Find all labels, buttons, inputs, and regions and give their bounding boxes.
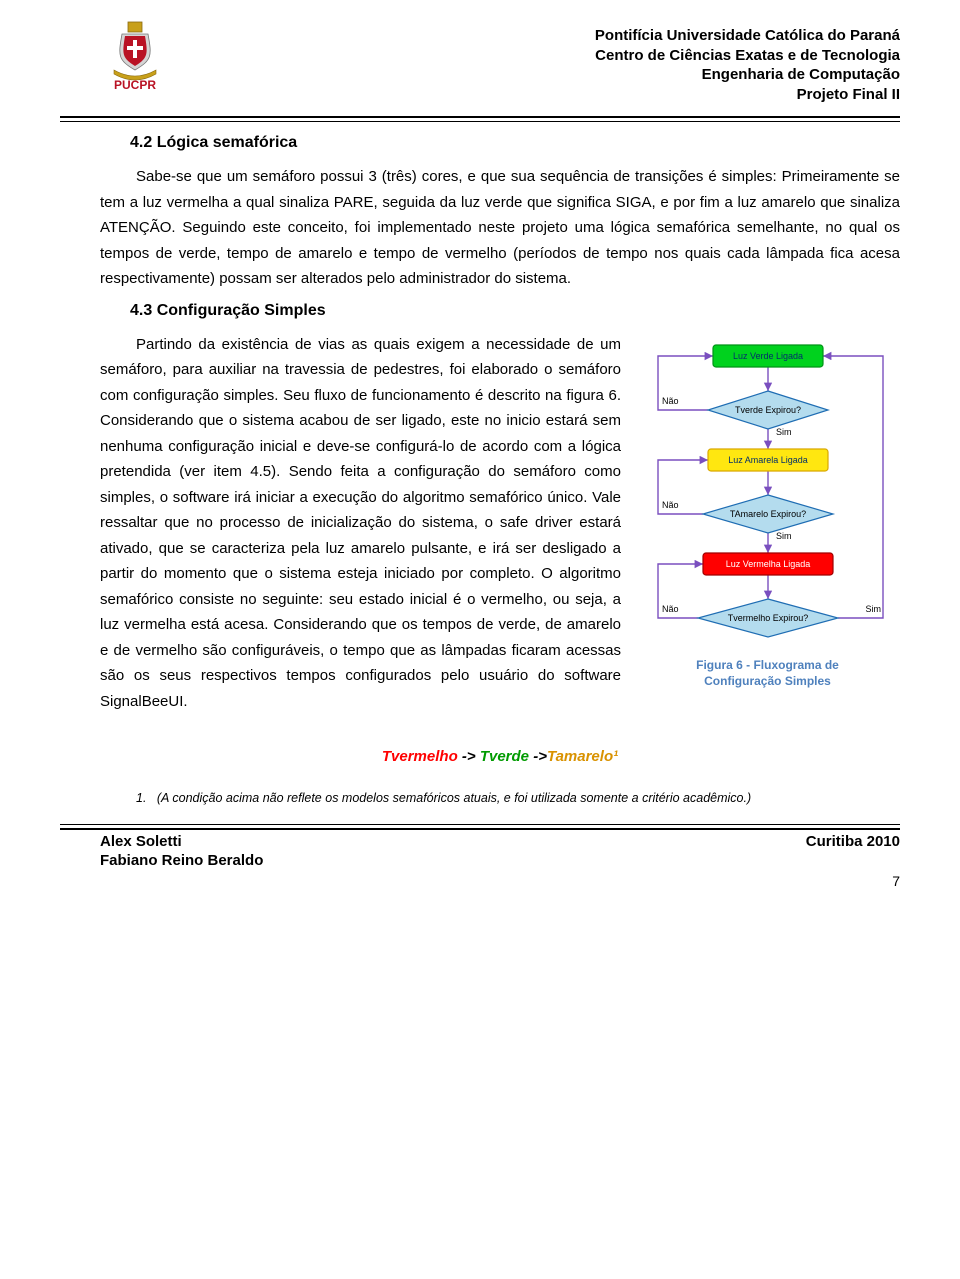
page-number: 7 — [100, 873, 900, 889]
header-project: Projeto Final II — [170, 85, 900, 105]
timing-arrow2: -> — [529, 748, 547, 765]
svg-text:Não: Não — [662, 500, 679, 510]
header-center: Centro de Ciências Exatas e de Tecnologi… — [170, 46, 900, 66]
svg-text:Sim: Sim — [865, 604, 881, 614]
svg-text:Sim: Sim — [776, 427, 792, 437]
svg-text:Sim: Sim — [776, 531, 792, 541]
header-university: Pontifícia Universidade Católica do Para… — [170, 26, 900, 46]
section-4-3-body: Sim Não Sim Não Não Sim Luz Verde Ligada Tverde… — [100, 332, 900, 725]
timing-yellow: Tamarelo¹ — [547, 748, 618, 765]
footer-author1: Alex Soletti — [100, 832, 263, 852]
caption-line2: Configuração Simples — [704, 674, 831, 688]
svg-text:Tverde Expirou?: Tverde Expirou? — [734, 405, 800, 415]
footer-place-year: Curitiba 2010 — [806, 832, 900, 852]
svg-text:PUCPR: PUCPR — [114, 78, 156, 92]
timing-red: Tvermelho — [382, 748, 458, 765]
header-rule — [60, 116, 900, 122]
footer-rule — [60, 824, 900, 830]
flowchart-figure: Sim Não Sim Não Não Sim Luz Verde Ligada Tverde… — [635, 338, 900, 690]
footnote-num: 1. — [136, 791, 146, 805]
page-header: PUCPR Pontifícia Universidade Católica d… — [100, 20, 900, 112]
header-text-block: Pontifícia Universidade Católica do Para… — [170, 20, 900, 104]
svg-text:Luz Verde Ligada: Luz Verde Ligada — [732, 351, 802, 361]
university-logo: PUCPR — [100, 20, 170, 92]
caption-line1: Figura 6 - Fluxograma de — [696, 658, 839, 672]
header-course: Engenharia de Computação — [170, 65, 900, 85]
timing-arrow1: -> — [458, 748, 480, 765]
svg-text:Luz Vermelha Ligada: Luz Vermelha Ligada — [725, 559, 810, 569]
footnote-text: (A condição acima não reflete os modelos… — [157, 791, 751, 805]
svg-text:TAmarelo Expirou?: TAmarelo Expirou? — [729, 509, 805, 519]
timing-sequence: Tvermelho -> Tverde ->Tamarelo¹ — [100, 748, 900, 765]
timing-green: Tverde — [480, 748, 529, 765]
section-4-2-paragraph: Sabe-se que um semáforo possui 3 (três) … — [100, 164, 900, 292]
page-footer: Alex Soletti Fabiano Reino Beraldo Curit… — [100, 832, 900, 871]
flowchart-caption: Figura 6 - Fluxograma de Configuração Si… — [635, 658, 900, 689]
section-4-2-body: Sabe-se que um semáforo possui 3 (três) … — [100, 164, 900, 292]
svg-text:Não: Não — [662, 604, 679, 614]
section-4-2-title: 4.2 Lógica semafórica — [130, 134, 900, 152]
svg-text:Luz Amarela Ligada: Luz Amarela Ligada — [728, 455, 808, 465]
svg-text:Tvermelho Expirou?: Tvermelho Expirou? — [727, 613, 808, 623]
svg-text:Não: Não — [662, 396, 679, 406]
footer-author2: Fabiano Reino Beraldo — [100, 851, 263, 871]
section-4-3-title: 4.3 Configuração Simples — [130, 302, 900, 320]
footnote: 1. (A condição acima não reflete os mode… — [136, 789, 900, 808]
